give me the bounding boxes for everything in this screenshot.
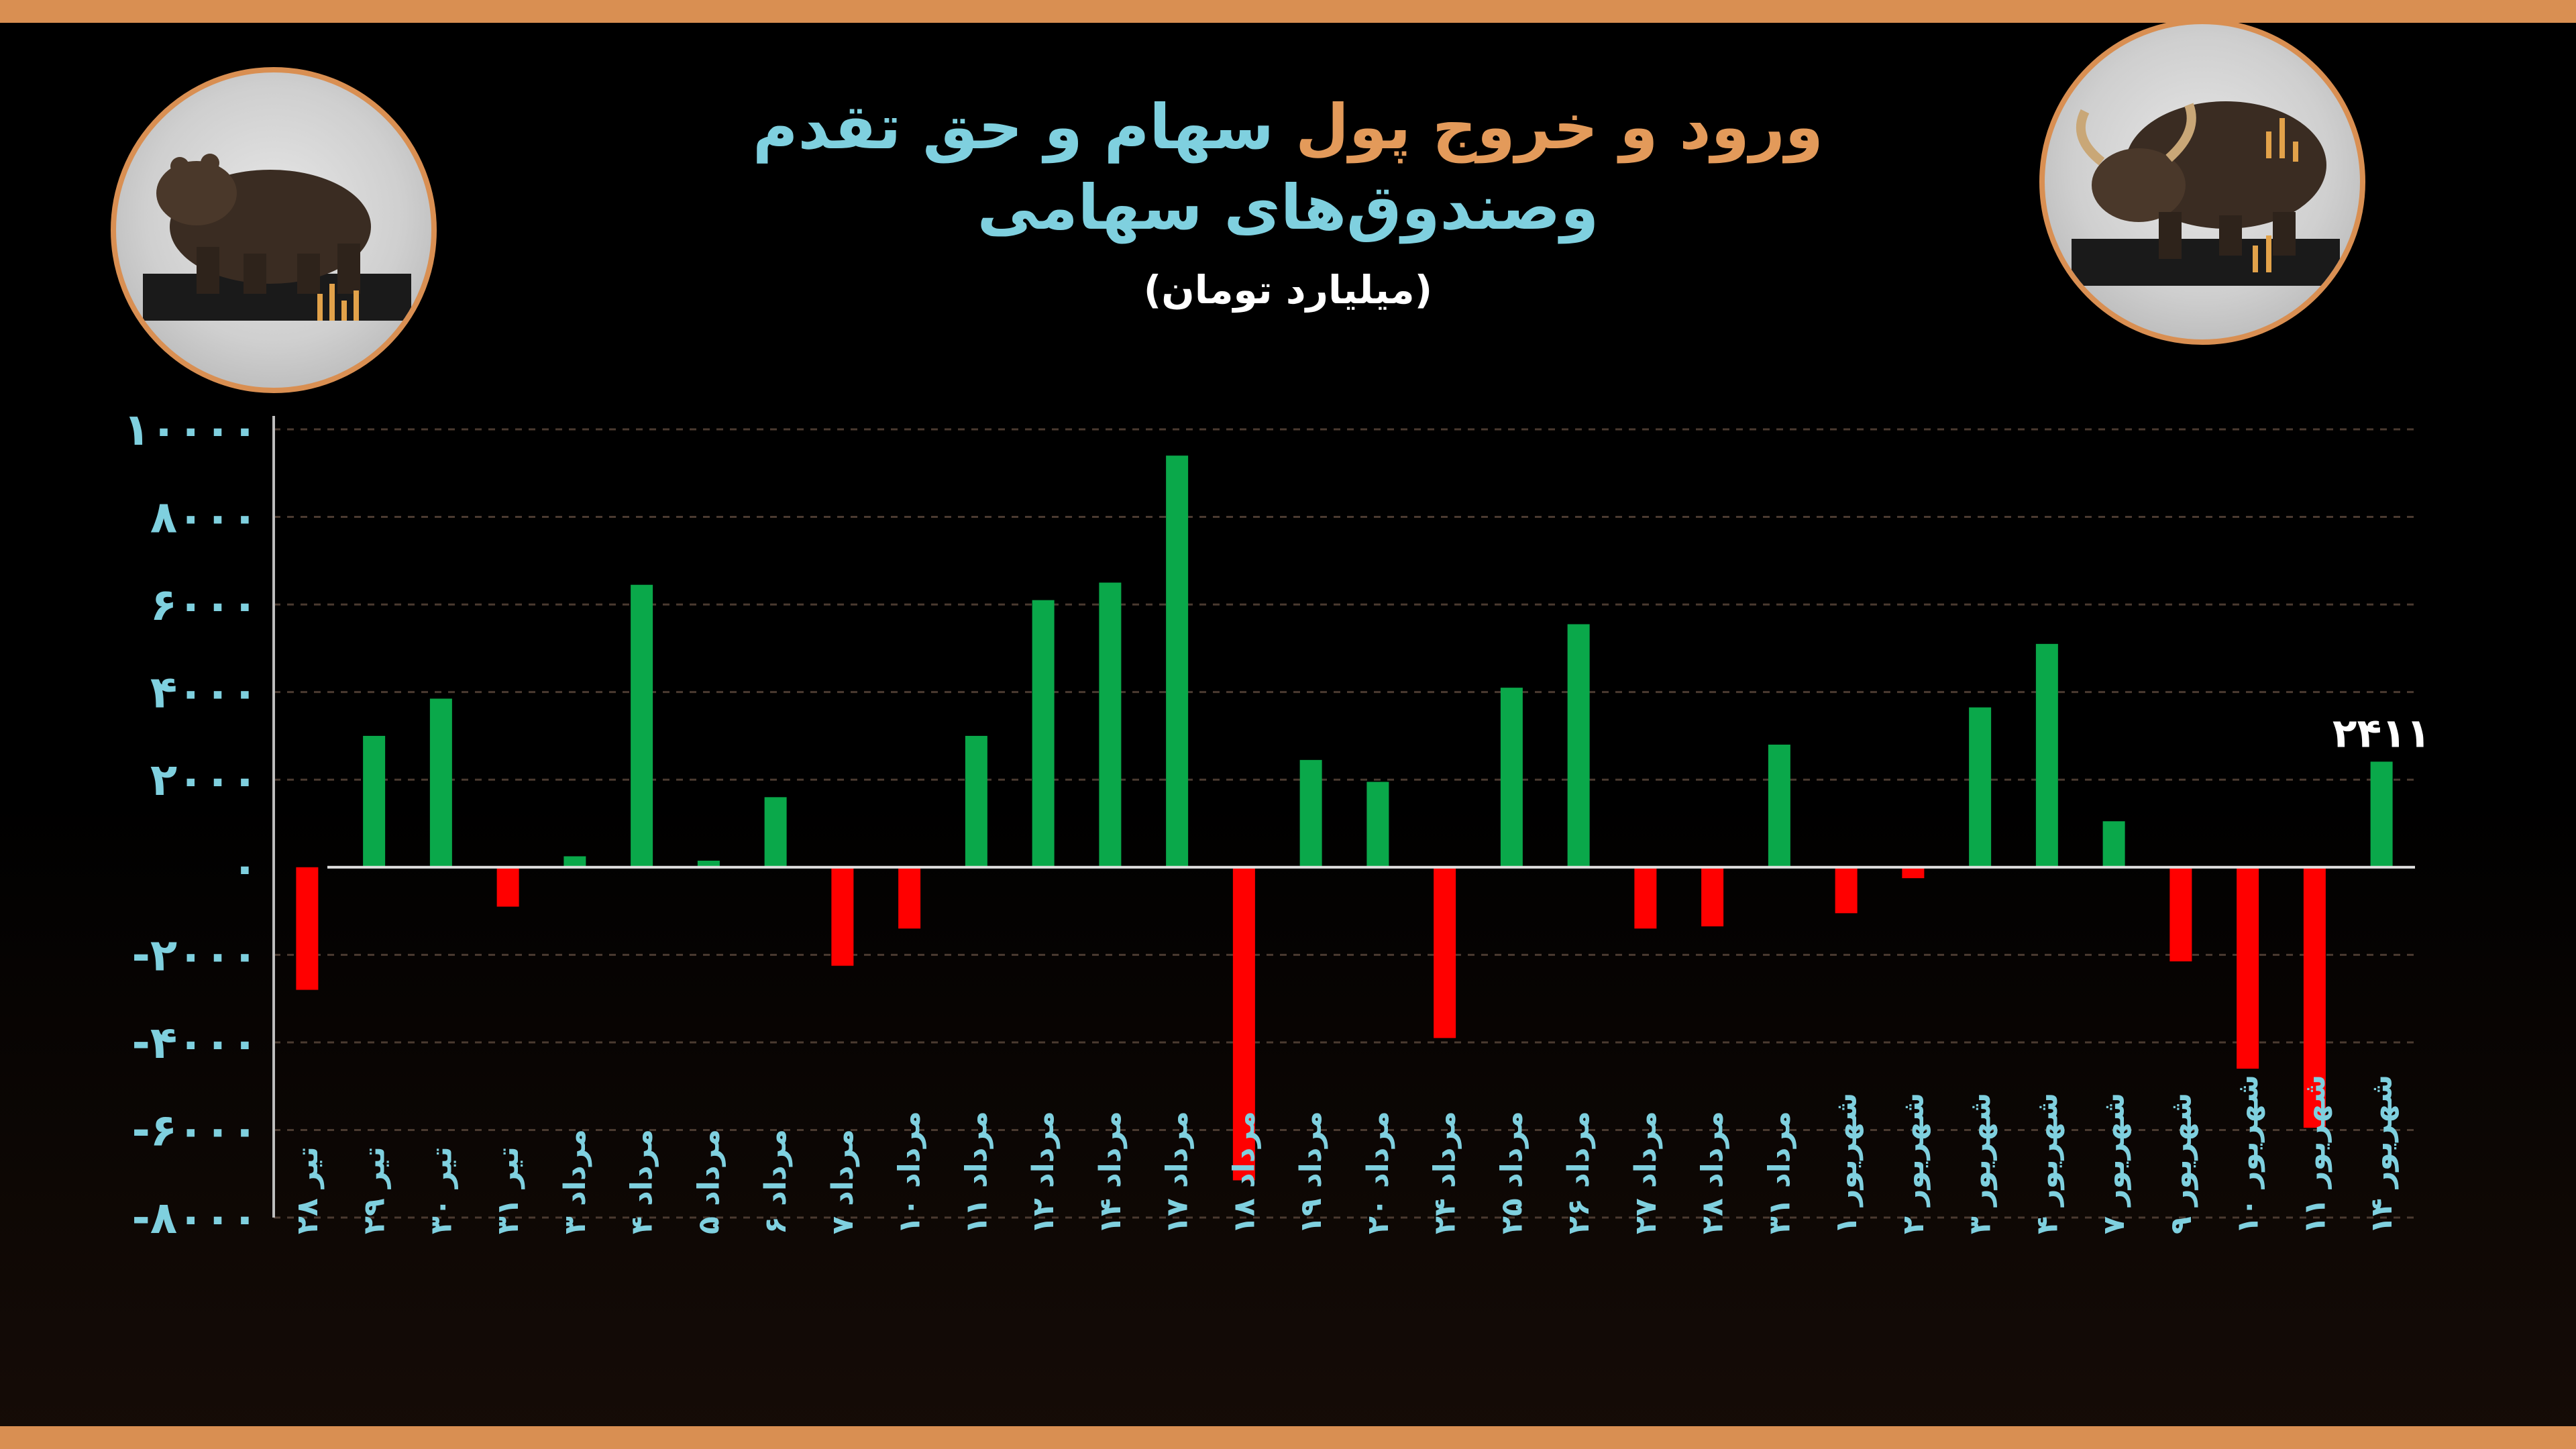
x-tick-label: تیر ۳۱ — [491, 1146, 525, 1234]
bar — [2303, 867, 2326, 1128]
x-tick-label: مرداد ۱۴ — [1093, 1111, 1128, 1234]
x-tick-label: مرداد ۲۷ — [1629, 1111, 1663, 1234]
y-tick-label: ۲۰۰۰ — [150, 754, 258, 806]
bar — [1366, 782, 1389, 867]
x-tick-label: مرداد ۲۶ — [1562, 1111, 1596, 1234]
bar — [1969, 707, 1992, 867]
bar — [2169, 867, 2192, 962]
x-tick-label: مرداد ۴ — [625, 1129, 659, 1234]
bar — [1500, 688, 1523, 867]
x-tick-label: مرداد ۳ — [558, 1129, 592, 1234]
y-tick-label: ۸۰۰۰ — [150, 492, 258, 543]
y-tick-label: -۴۰۰۰ — [131, 1017, 258, 1069]
bottom-accent-stripe — [0, 1426, 2576, 1449]
x-tick-label: مرداد ۱۰ — [893, 1111, 927, 1234]
bar — [898, 867, 921, 929]
bar — [831, 867, 854, 966]
bar — [1032, 600, 1055, 867]
x-tick-label: مرداد ۲۸ — [1696, 1111, 1730, 1234]
title-part-1: ورود و خروج پول — [1295, 91, 1823, 163]
bar — [1902, 867, 1925, 879]
bar — [1634, 867, 1657, 929]
bar — [564, 856, 586, 867]
y-tick-label: ۰ — [231, 842, 258, 894]
y-tick-label: -۶۰۰۰ — [131, 1104, 258, 1156]
grid-layer — [274, 428, 2415, 1219]
x-tick-label: تیر ۳۰ — [424, 1146, 458, 1234]
y-tick-label: ۱۰۰۰۰ — [123, 404, 258, 455]
x-tick-label: مرداد ۱۱ — [959, 1111, 994, 1234]
bar — [2370, 761, 2393, 867]
title-line-1: ورود و خروج پول سهام و حق تقدم — [684, 87, 1892, 168]
x-tick-label: شهریور ۲ — [1896, 1093, 1931, 1234]
bar — [1567, 624, 1590, 867]
x-tick-label: شهریور ۴ — [2030, 1093, 2064, 1234]
title-part-2: سهام و حق تقدم — [753, 91, 1275, 163]
bar-layer — [296, 455, 2393, 1181]
bar — [2102, 821, 2125, 867]
bar — [697, 860, 720, 867]
bar — [1299, 759, 1322, 867]
x-tick-label: مرداد ۶ — [759, 1129, 793, 1234]
x-tick-label: تیر ۲۹ — [358, 1146, 392, 1234]
bar — [631, 584, 653, 867]
x-tick-label: تیر ۲۸ — [290, 1146, 325, 1234]
data-label: ۲۴۱۱ — [2332, 710, 2430, 757]
x-tick-label: شهریور ۹ — [2164, 1093, 2198, 1234]
x-tick-label: مرداد ۲۰ — [1361, 1111, 1395, 1234]
bar — [1835, 867, 1858, 914]
bear-icon — [111, 67, 437, 393]
bar — [1232, 867, 1255, 1181]
bar — [496, 867, 519, 907]
x-tick-label: مرداد ۱۲ — [1026, 1111, 1061, 1234]
axis-layer: -۸۰۰۰ -۶۰۰۰ -۴۰۰۰ -۲۰۰۰ ۰ ۲۰۰۰ ۴۰۰۰ ۶۰۰۰ ۸۰۰۰ ۱۰۰… — [123, 404, 2431, 1244]
y-tick-label: -۸۰۰۰ — [131, 1192, 258, 1244]
chart-title: ورود و خروج پول سهام و حق تقدم وصندوق‌ها… — [684, 87, 1892, 248]
x-tick-label: شهریور ۱۰ — [2231, 1075, 2265, 1234]
bar — [1768, 745, 1790, 867]
bar — [1099, 582, 1122, 867]
bar — [2035, 643, 2058, 867]
bar — [429, 698, 452, 867]
top-accent-stripe — [0, 0, 2576, 23]
chart-subtitle: (میلیارد تومان) — [1143, 267, 1433, 313]
x-tick-label: شهریور ۱ — [1829, 1093, 1864, 1234]
x-tick-label: مرداد ۳۱ — [1762, 1111, 1796, 1234]
x-tick-label: مرداد ۱۹ — [1294, 1111, 1328, 1234]
x-tick-label: مرداد ۵ — [692, 1129, 726, 1234]
bar — [363, 735, 386, 867]
y-tick-label: -۲۰۰۰ — [131, 929, 258, 981]
x-tick-label: شهریور ۱۱ — [2298, 1075, 2332, 1234]
bar — [764, 797, 787, 867]
x-tick-label: شهریور ۱۴ — [2365, 1075, 2399, 1234]
x-tick-label: مرداد ۲۴ — [1428, 1111, 1462, 1234]
title-line-2: وصندوق‌های سهامی — [977, 172, 1599, 244]
x-tick-label: شهریور ۷ — [2097, 1093, 2131, 1234]
bull-icon — [2039, 19, 2365, 345]
bar — [965, 735, 987, 867]
bar — [1166, 455, 1189, 867]
y-tick-label: ۴۰۰۰ — [150, 667, 258, 718]
bar — [1701, 867, 1724, 926]
bar — [296, 867, 319, 990]
bar — [2237, 867, 2259, 1069]
x-tick-label: مرداد ۲۵ — [1495, 1111, 1529, 1234]
x-tick-label: مرداد ۱۸ — [1227, 1111, 1261, 1234]
y-tick-label: ۶۰۰۰ — [150, 579, 258, 631]
x-tick-label: شهریور ۳ — [1964, 1093, 1998, 1234]
bar — [1434, 867, 1456, 1038]
x-tick-label: مرداد ۷ — [826, 1129, 860, 1234]
x-tick-label: مرداد ۱۷ — [1161, 1111, 1195, 1234]
